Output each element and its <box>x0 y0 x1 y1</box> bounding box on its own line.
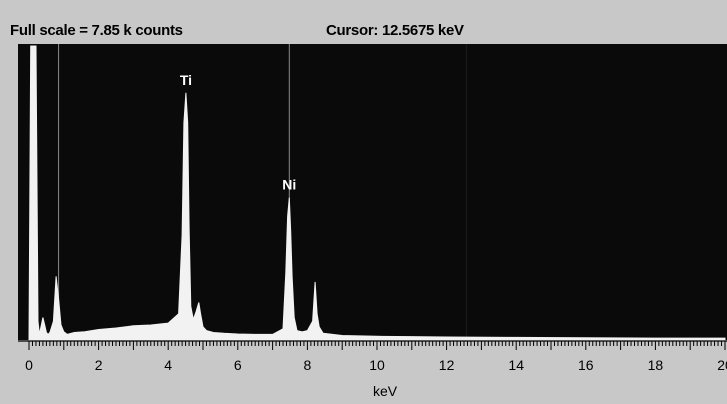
x-tick-label-14: 14 <box>508 357 524 373</box>
plot-area[interactable] <box>18 44 727 340</box>
x-tick-label-18: 18 <box>648 357 664 373</box>
full-scale-readout: Full scale = 7.85 k counts <box>10 22 183 39</box>
cursor-readout: Cursor: 12.5675 keV <box>326 22 464 39</box>
status-header: Full scale = 7.85 k counts Cursor: 12.56… <box>0 0 727 44</box>
x-tick-label-6: 6 <box>234 357 242 373</box>
x-tick-label-0: 0 <box>25 357 33 373</box>
x-axis-label: keV <box>373 383 398 399</box>
x-tick-label-4: 4 <box>164 357 172 373</box>
x-tick-label-20: 20 <box>717 357 727 373</box>
peak-label-ti: Ti <box>180 72 192 88</box>
x-axis-ticks: 0 2 4 6 8 10 12 14 16 18 20 <box>25 341 727 373</box>
spectrum-series <box>28 45 726 341</box>
x-tick-label-8: 8 <box>304 357 312 373</box>
x-tick-label-2: 2 <box>95 357 103 373</box>
peak-labels: Ti Ni <box>180 72 296 193</box>
peak-label-ni: Ni <box>282 177 296 193</box>
x-tick-label-16: 16 <box>578 357 594 373</box>
x-tick-label-12: 12 <box>439 357 455 373</box>
x-tick-label-10: 10 <box>369 357 385 373</box>
